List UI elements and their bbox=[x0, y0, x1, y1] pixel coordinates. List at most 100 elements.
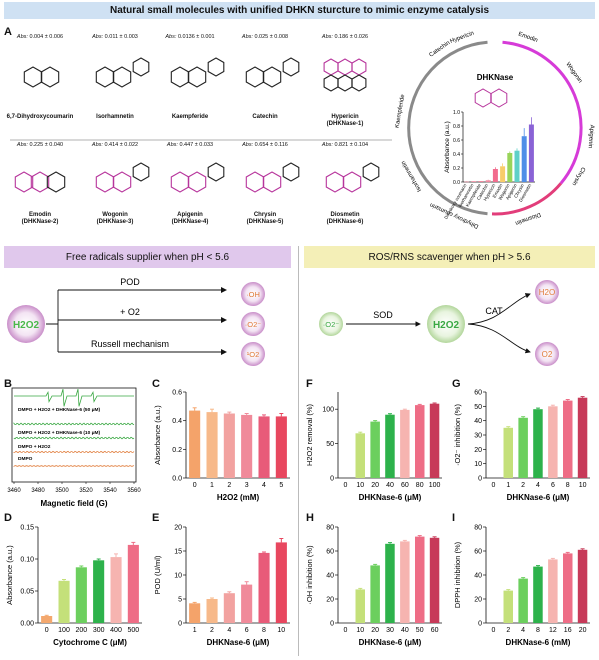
molecule-sub-text: (DHKNase-2) bbox=[21, 219, 59, 225]
inset-ytick: 1.0 bbox=[453, 110, 460, 116]
ytick-label: 0.6 bbox=[172, 390, 182, 397]
molecule-abs-label: Abs: bbox=[321, 34, 335, 40]
xtick-label: 8 bbox=[536, 627, 540, 634]
molecule-abs: Abs: 0.225 ± 0.040 bbox=[0, 142, 80, 148]
ytick-label: 5 bbox=[178, 597, 182, 604]
x-axis-label: DHKNase-6 (μM) bbox=[207, 638, 270, 647]
molecule-abs-value: 0.025 ± 0.008 bbox=[254, 34, 289, 40]
bar bbox=[503, 590, 513, 623]
molecule-abs-label: Abs: bbox=[91, 142, 105, 148]
y-axis-label: H2O2 removal (%) bbox=[305, 403, 314, 466]
x-axis-label: H2O2 (mM) bbox=[217, 493, 260, 502]
molecule-name: Isorhamnetin bbox=[75, 114, 155, 121]
molecule-name-text: 6,7-Dihydroxycoumarin bbox=[6, 114, 74, 120]
ring-label: Emodin bbox=[517, 31, 538, 44]
bar bbox=[429, 403, 440, 478]
bar bbox=[370, 565, 380, 623]
y-axis-label: ·OH inhibition (%) bbox=[305, 545, 314, 605]
inset-bar bbox=[500, 166, 506, 183]
ytick-label: 100 bbox=[322, 407, 334, 414]
xtick-label: 0 bbox=[343, 482, 347, 489]
molecule-name-text: Chrysin bbox=[253, 212, 277, 218]
molecule-abs-label: Abs: bbox=[16, 142, 30, 148]
xtick-label: 20 bbox=[579, 627, 587, 634]
molecule-name: Catechin bbox=[225, 114, 305, 121]
ytick-label: 40 bbox=[474, 573, 482, 580]
ytick-label: 0.10 bbox=[20, 557, 34, 564]
inset-ytick: 0.4 bbox=[453, 152, 460, 158]
ytick-label: 10 bbox=[474, 461, 482, 468]
xtick-label: 2 bbox=[227, 482, 231, 489]
epr-trace bbox=[13, 422, 135, 426]
ytick-label: 0.4 bbox=[172, 418, 182, 425]
o2-ball bbox=[535, 342, 559, 366]
bar bbox=[275, 416, 287, 478]
epr-xtick: 3500 bbox=[55, 488, 69, 494]
molecule-abs-label: Abs: bbox=[166, 142, 180, 148]
molecule-sub-text: (DHKNase-5) bbox=[246, 219, 284, 225]
ytick-label: 0 bbox=[478, 621, 482, 628]
product-1o2-ball bbox=[241, 342, 265, 366]
molecule-name: Emodin (DHKNase-2) bbox=[0, 212, 80, 226]
molecule-abs-value: 0.0136 ± 0.001 bbox=[177, 34, 215, 40]
ytick-label: 50 bbox=[326, 441, 334, 448]
molecule-abs: Abs: 0.186 ± 0.026 bbox=[305, 34, 385, 40]
bar bbox=[533, 409, 543, 478]
bar bbox=[415, 536, 425, 623]
bar bbox=[58, 580, 70, 623]
epr-trace-label: DMPO + H2O2 bbox=[18, 444, 51, 450]
inset-bar bbox=[471, 181, 477, 182]
molecule-abs-label: Abs: bbox=[242, 142, 255, 148]
ytick-label: 60 bbox=[474, 390, 482, 397]
epr-trace bbox=[13, 436, 135, 440]
h2o2-ball-right bbox=[427, 305, 465, 343]
panel-label-c: C bbox=[152, 378, 160, 390]
x-axis-label: DHKNase-6 (μM) bbox=[359, 493, 422, 502]
xtick-label: 4 bbox=[227, 627, 231, 634]
ytick-label: 0 bbox=[330, 476, 334, 483]
xtick-label: 100 bbox=[429, 482, 441, 489]
ring-chart: Hypericin EmodinWogoninApigeninChrysinDio… bbox=[395, 31, 595, 229]
vertical-divider bbox=[298, 246, 299, 656]
ytick-label: 0 bbox=[178, 621, 182, 628]
xtick-label: 80 bbox=[416, 482, 424, 489]
xtick-label: 10 bbox=[579, 482, 587, 489]
bar bbox=[355, 433, 365, 478]
ytick-label: 40 bbox=[326, 573, 334, 580]
xtick-label: 30 bbox=[386, 627, 394, 634]
ring-title: DHKNase bbox=[477, 73, 514, 82]
bar-chart-d: 0.00 0.05 0.10 0.15 0 100 200 300 400 500Cytochro… bbox=[5, 525, 142, 647]
bar bbox=[577, 549, 588, 623]
route-pod-label: POD bbox=[120, 277, 140, 287]
inset-ytick: 0.2 bbox=[453, 166, 460, 172]
x-axis-label: Cytochrome C (μM) bbox=[53, 638, 127, 647]
inset-ylabel: Absorbance (a.u.) bbox=[444, 121, 451, 173]
xtick-label: 0 bbox=[193, 482, 197, 489]
molecule-abs: Abs: 0.0136 ± 0.001 bbox=[150, 34, 230, 40]
xtick-label: 6 bbox=[245, 627, 249, 634]
molecule-abs: Abs: 0.025 ± 0.008 bbox=[225, 34, 305, 40]
ring-arc-gray bbox=[407, 40, 488, 216]
x-axis-label: DHKNase-6 (μM) bbox=[507, 493, 570, 502]
molecule-sub-text: (DHKNase-1) bbox=[326, 121, 364, 127]
xtick-label: 60 bbox=[431, 627, 439, 634]
bar bbox=[548, 406, 558, 478]
molecule-abs-label: Abs: bbox=[241, 34, 255, 40]
molecule-abs-label: Abs: bbox=[92, 34, 105, 40]
bar bbox=[503, 427, 513, 478]
molecule-abs-value: 0.821 ± 0.104 bbox=[334, 142, 369, 148]
inset-ytick: 0.6 bbox=[453, 138, 460, 144]
xtick-label: 8 bbox=[262, 627, 266, 634]
xtick-label: 0 bbox=[45, 627, 49, 634]
xtick-label: 2 bbox=[521, 482, 525, 489]
x-axis-label: DHKNase-6 (μM) bbox=[359, 638, 422, 647]
molecule-name: Chrysin (DHKNase-5) bbox=[225, 212, 305, 226]
molecule-name: Hypericin (DHKNase-1) bbox=[305, 114, 385, 128]
epr-trace-label: DMPO + H2O2 + DHKNase-6 (10 μM) bbox=[18, 430, 101, 436]
bar bbox=[223, 413, 235, 478]
bar-chart-i: 0 20 40 60 80 0 2 4 8 12 16 20 DHKNase-6 (mM) DPPH in… bbox=[453, 525, 590, 647]
bar bbox=[127, 544, 139, 623]
bar-chart-f: 0 50 100 0 10 20 40 60 80 100 DHKNase-6 (μM) H2O2 r… bbox=[305, 392, 442, 502]
molecule-abs: Abs: 0.654 ± 0.116 bbox=[225, 142, 305, 148]
xtick-label: 100 bbox=[58, 627, 70, 634]
